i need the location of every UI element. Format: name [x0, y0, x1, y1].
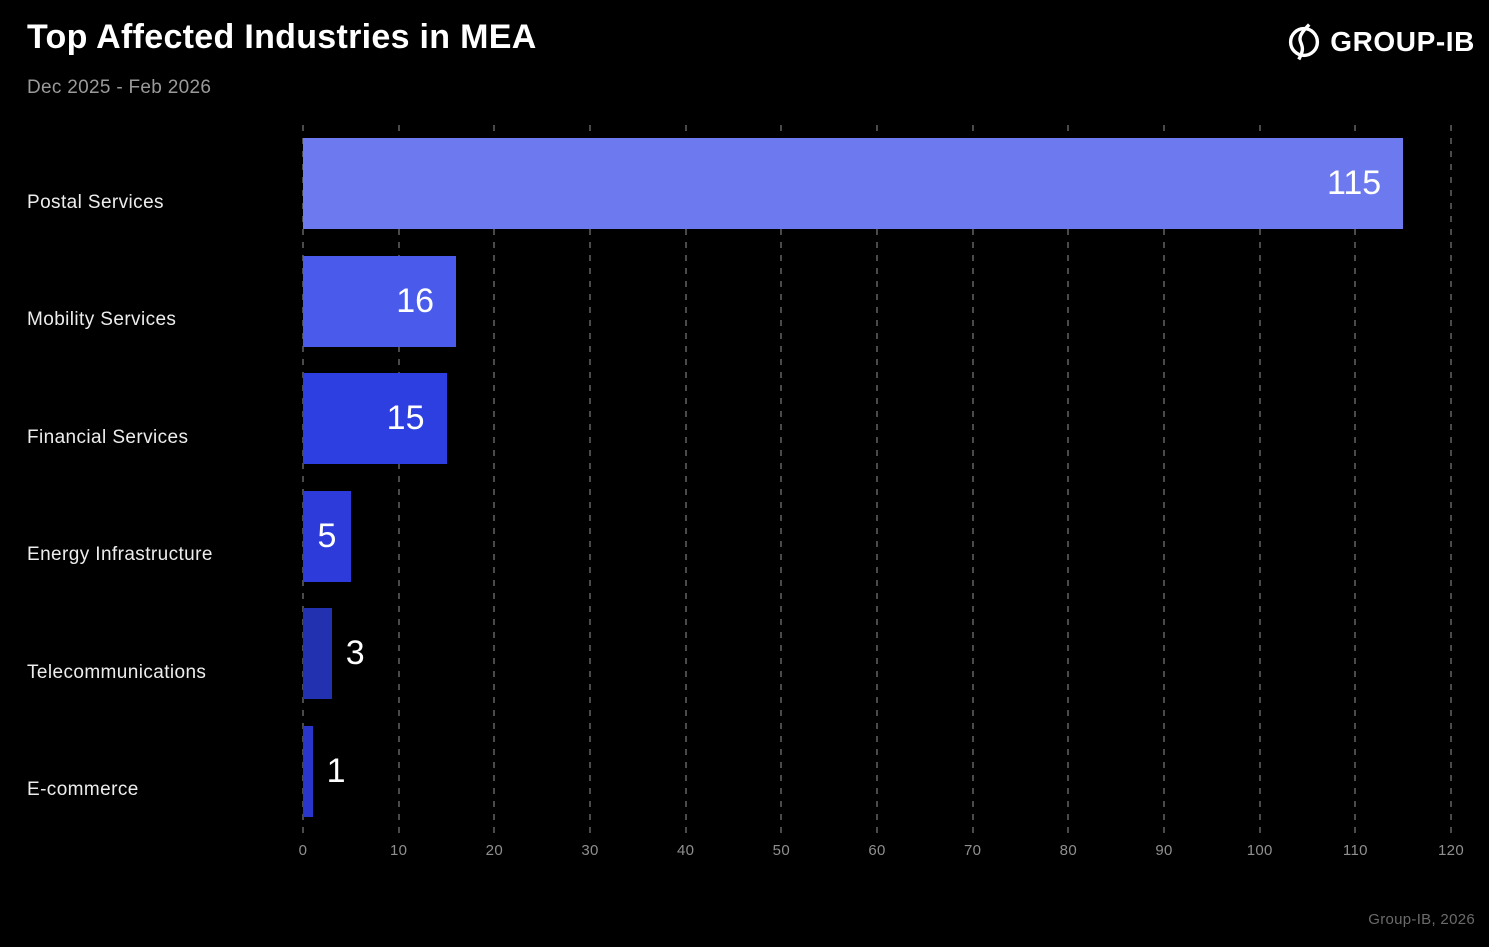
category-label: Telecommunications: [27, 661, 207, 683]
source-credit: Group-IB, 2026: [1368, 911, 1475, 928]
plot-area: [302, 125, 1452, 838]
gridline: [876, 125, 878, 838]
brand-name: GROUP-IB: [1330, 26, 1475, 57]
bar-track: 15: [303, 360, 1451, 478]
bar-row: Mobility Services 16: [0, 243, 1451, 361]
chart-title: Top Affected Industries in MEA: [27, 18, 537, 56]
value-label: 115: [1326, 164, 1382, 202]
x-tick-label: 10: [390, 842, 408, 859]
gridline: [493, 125, 496, 838]
bar-row: Postal Services 115: [0, 125, 1451, 243]
bar-row: Energy Infrastructure 5: [0, 478, 1451, 596]
bar: 5: [303, 490, 351, 582]
x-tick-label: 30: [581, 842, 599, 859]
bar: 115: [303, 138, 1404, 229]
bar-chart: Postal Services 115 Mobility Services 16…: [0, 125, 1451, 830]
gridline: [302, 125, 304, 838]
category-label: Postal Services: [27, 191, 164, 213]
x-tick-label: 50: [772, 842, 790, 859]
gridline: [1163, 125, 1165, 838]
x-tick-label: 70: [964, 842, 982, 859]
bar-track: 115: [303, 125, 1451, 243]
gridline: [1450, 125, 1452, 838]
chart-subtitle: Dec 2025 - Feb 2026: [27, 77, 212, 98]
gridline: [1354, 125, 1357, 838]
gridline: [684, 125, 687, 838]
gridline: [397, 125, 400, 838]
bar: 1: [303, 725, 345, 817]
x-tick-label: 100: [1246, 842, 1273, 859]
bar: 16: [303, 255, 457, 347]
gridline: [1067, 125, 1070, 838]
category-label: Mobility Services: [27, 309, 177, 331]
x-axis: 0 10 20 30 40 50 60 70 80 90 100 110 120: [299, 842, 1464, 864]
x-tick-label: 90: [1155, 842, 1173, 859]
bar-row: E-commerce 1: [0, 713, 1451, 831]
category-label: E-commerce: [27, 779, 139, 801]
x-tick-label: 110: [1342, 842, 1368, 859]
value-label: 1: [326, 751, 346, 790]
x-tick-label: 0: [298, 842, 308, 859]
x-tick-label: 60: [868, 842, 886, 859]
x-tick-label: 120: [1438, 842, 1464, 859]
brand-logo: GROUP-IB: [1285, 23, 1475, 61]
bar-track: 5: [303, 478, 1451, 596]
value-label: 16: [396, 281, 435, 320]
bar-track: 16: [303, 243, 1451, 361]
group-ib-logo-icon: [1285, 23, 1323, 61]
category-label: Energy Infrastructure: [27, 544, 213, 566]
x-tick-label: 20: [485, 842, 503, 859]
bar-track: 1: [303, 713, 1451, 831]
gridline: [589, 125, 591, 838]
bar-row: Telecommunications 3: [0, 595, 1451, 713]
bar: 3: [303, 608, 365, 699]
x-tick-label: 40: [677, 842, 695, 859]
gridline: [780, 125, 783, 838]
bar-row: Financial Services 15: [0, 360, 1451, 478]
bar-track: 3: [303, 595, 1451, 713]
bar: 15: [303, 373, 447, 464]
category-label: Financial Services: [27, 426, 189, 448]
value-label: 5: [317, 516, 337, 555]
header: Top Affected Industries in MEA Dec 2025 …: [27, 18, 1475, 99]
gridline: [1258, 125, 1261, 838]
gridline: [971, 125, 974, 838]
x-tick-label: 80: [1059, 842, 1077, 859]
value-label: 3: [345, 634, 365, 672]
value-label: 15: [386, 399, 425, 437]
